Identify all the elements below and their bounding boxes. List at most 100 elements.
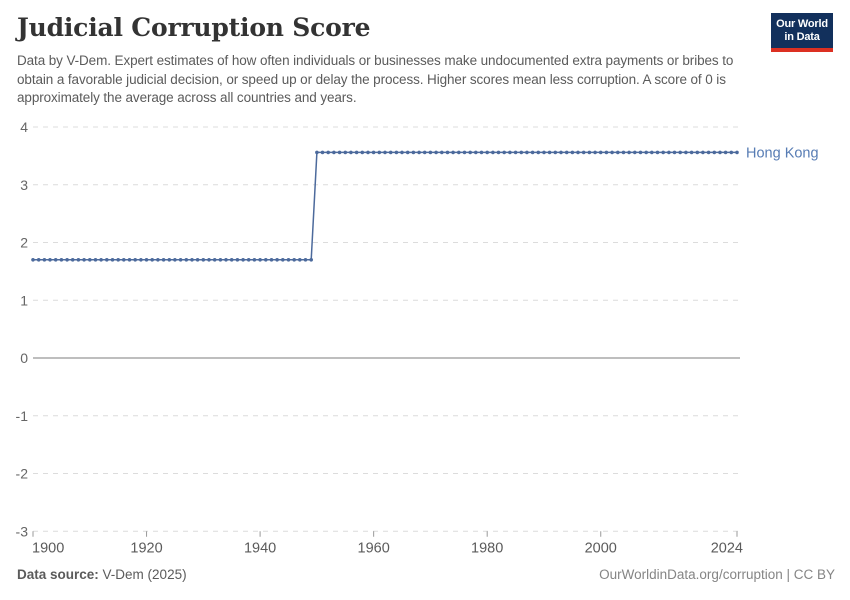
data-point-marker xyxy=(349,150,353,155)
y-axis-tick-label: -2 xyxy=(16,466,29,482)
data-point-marker xyxy=(451,150,455,155)
data-point-marker xyxy=(269,258,274,262)
data-point-marker xyxy=(440,150,444,155)
y-axis-tick-label: 3 xyxy=(20,177,28,193)
data-point-marker xyxy=(547,150,552,155)
data-point-marker xyxy=(371,150,376,155)
data-point-marker xyxy=(536,150,541,155)
data-point-marker xyxy=(405,150,410,155)
data-point-marker xyxy=(479,150,484,155)
data-point-marker xyxy=(326,150,331,155)
data-point-marker xyxy=(394,150,399,155)
data-point-marker xyxy=(212,258,217,262)
data-point-marker xyxy=(105,258,109,262)
data-point-marker xyxy=(167,258,172,262)
data-point-marker xyxy=(377,150,382,155)
y-axis-tick-label: -3 xyxy=(16,523,29,539)
data-point-marker xyxy=(712,150,717,155)
data-point-marker xyxy=(99,258,103,262)
data-point-marker xyxy=(82,258,86,262)
owid-logo[interactable]: Our World in Data xyxy=(771,13,833,52)
data-point-marker xyxy=(292,258,297,262)
data-point-marker xyxy=(161,258,166,262)
data-point-marker xyxy=(235,258,240,262)
data-point-marker xyxy=(729,150,734,155)
data-point-marker xyxy=(519,150,524,155)
data-point-marker xyxy=(644,150,648,155)
data-point-marker xyxy=(201,258,206,262)
data-point-marker xyxy=(513,150,518,155)
data-point-marker xyxy=(298,258,302,262)
data-point-marker xyxy=(246,258,251,262)
data-point-marker xyxy=(621,150,626,155)
data-point-marker xyxy=(360,150,365,155)
x-axis-tick-label: 1940 xyxy=(244,540,276,556)
data-point-marker xyxy=(496,150,501,155)
data-point-marker xyxy=(650,150,654,155)
data-point-marker xyxy=(139,258,143,262)
data-point-marker xyxy=(581,150,586,155)
data-point-marker xyxy=(559,150,563,155)
data-point-marker xyxy=(428,150,433,155)
data-point-marker xyxy=(144,258,149,262)
data-point-marker xyxy=(70,258,75,262)
data-point-marker xyxy=(31,258,35,262)
data-point-marker xyxy=(88,258,92,262)
data-point-marker xyxy=(587,150,592,155)
y-axis-tick-label: 0 xyxy=(20,350,28,366)
data-point-marker xyxy=(184,258,189,262)
data-point-marker xyxy=(525,150,529,155)
data-point-marker xyxy=(195,258,200,262)
series-label-hong-kong[interactable]: Hong Kong xyxy=(746,145,819,161)
data-point-marker xyxy=(672,150,677,155)
data-point-marker xyxy=(110,258,115,262)
data-point-marker xyxy=(178,258,183,262)
data-point-marker xyxy=(42,258,47,262)
data-point-marker xyxy=(530,150,535,155)
data-point-marker xyxy=(48,258,52,262)
data-point-marker xyxy=(633,150,637,155)
data-point-marker xyxy=(542,150,546,155)
data-point-marker xyxy=(667,150,671,155)
owid-logo-line2: in Data xyxy=(784,30,820,43)
data-point-marker xyxy=(678,150,682,155)
data-point-marker xyxy=(93,258,98,262)
data-point-marker xyxy=(320,150,325,155)
data-point-marker xyxy=(53,258,58,262)
data-point-marker xyxy=(610,150,614,155)
y-axis-tick-label: 2 xyxy=(20,235,28,251)
data-point-marker xyxy=(411,150,416,155)
data-point-marker xyxy=(150,258,154,262)
attribution-link[interactable]: OurWorldinData.org/corruption | CC BY xyxy=(599,567,835,582)
y-axis-tick-label: -1 xyxy=(16,408,29,424)
data-point-marker xyxy=(684,150,688,155)
y-axis-tick-label: 1 xyxy=(20,292,28,308)
data-point-marker xyxy=(689,150,694,155)
data-point-marker xyxy=(735,150,739,155)
data-point-marker xyxy=(224,258,228,262)
data-point-marker xyxy=(457,150,461,155)
data-point-marker xyxy=(468,150,473,155)
data-point-marker xyxy=(576,150,580,155)
data-point-marker xyxy=(491,150,495,155)
owid-logo-line1: Our World xyxy=(776,18,828,30)
data-point-marker xyxy=(156,258,160,262)
data-point-marker xyxy=(445,150,450,155)
data-line-hong-kong[interactable] xyxy=(33,151,737,261)
data-point-marker xyxy=(281,258,285,262)
data-point-marker xyxy=(638,150,643,155)
data-point-marker xyxy=(173,258,177,262)
data-point-marker xyxy=(462,150,467,155)
data-point-marker xyxy=(59,258,64,262)
data-point-marker xyxy=(400,150,404,155)
data-point-marker xyxy=(388,150,393,155)
data-point-marker xyxy=(122,258,126,262)
y-axis-tick-label: 4 xyxy=(20,119,28,135)
data-point-marker xyxy=(593,150,597,155)
data-point-marker xyxy=(65,258,69,262)
x-axis-tick-label: 1920 xyxy=(130,540,162,556)
data-point-marker xyxy=(309,258,314,262)
data-point-marker xyxy=(229,258,234,262)
data-point-marker xyxy=(241,258,245,262)
